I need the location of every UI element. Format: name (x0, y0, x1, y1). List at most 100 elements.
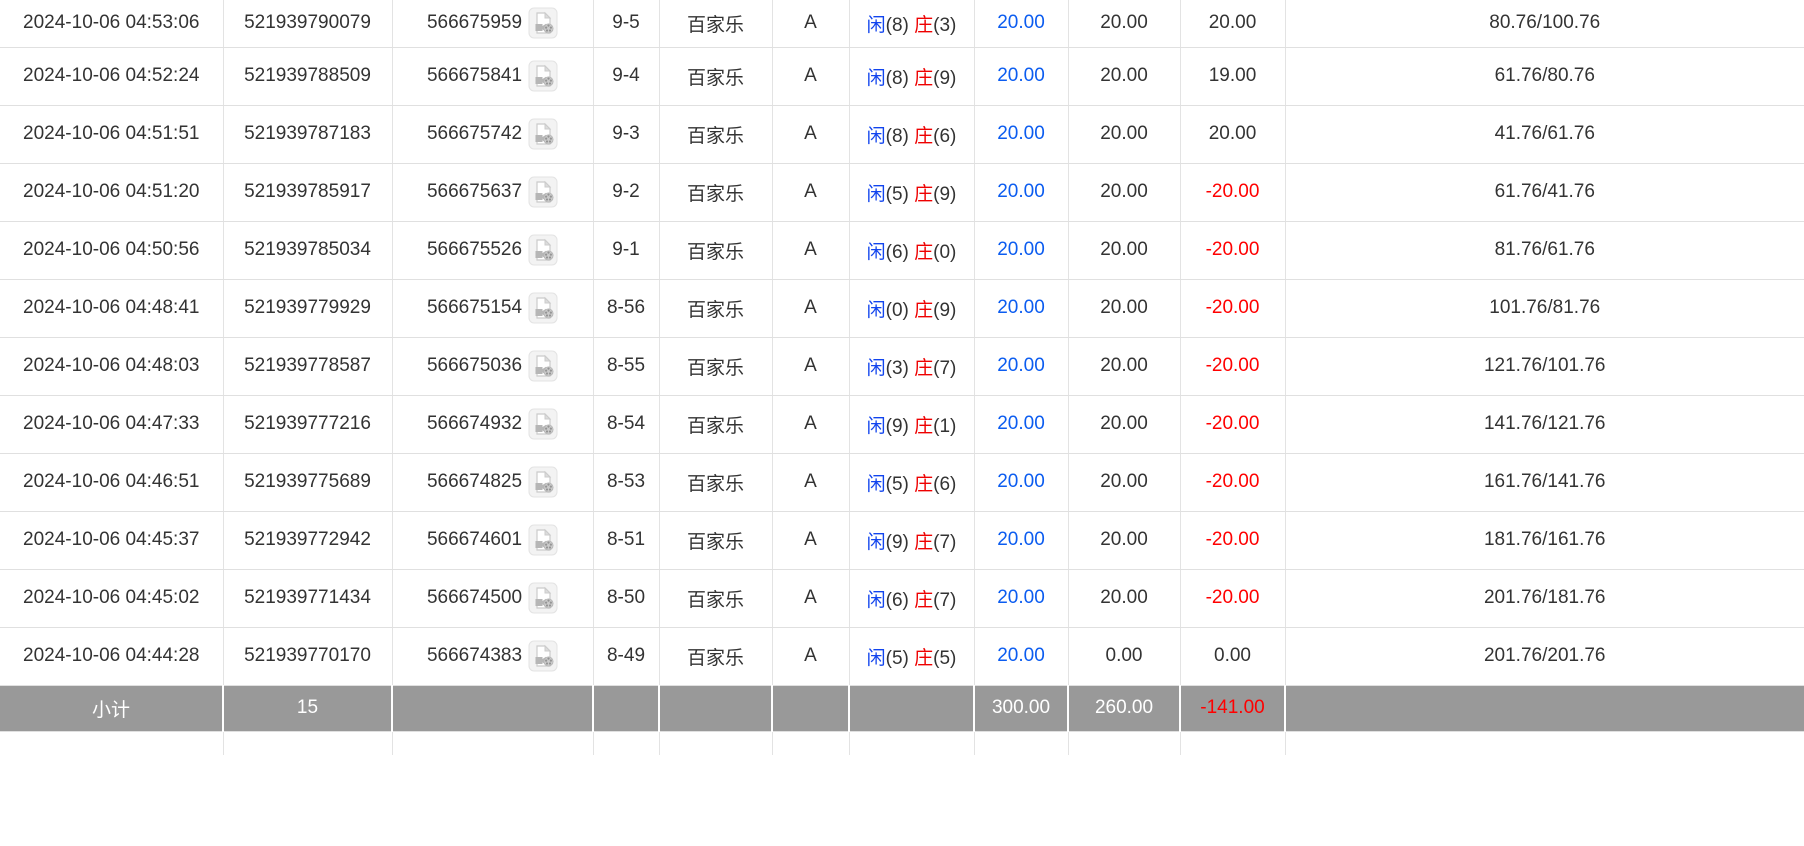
cell-bet-amount: 20.00 (974, 221, 1069, 280)
video-replay-icon[interactable] (528, 408, 558, 440)
cell-shoe-round: 9-5 (593, 0, 660, 48)
video-replay-icon[interactable] (528, 292, 558, 324)
banker-label: 庄 (914, 531, 934, 553)
cell-valid-amount: 20.00 (1068, 47, 1181, 106)
cell-valid-amount: 20.00 (1068, 511, 1181, 570)
tail-cell-game (659, 730, 773, 755)
round-id-text: 566675742 (426, 123, 523, 144)
player-points: (8) (885, 14, 909, 36)
cell-round-id: 566675742 (392, 105, 594, 164)
subtotal-row: 小计 15 300.00 260.00 -141.00 (0, 685, 1804, 731)
cell-table-name: A (772, 47, 850, 106)
player-label: 闲 (866, 473, 886, 495)
cell-bet-amount: 20.00 (974, 47, 1069, 106)
table-row[interactable]: 2024-10-06 04:46:51 521939775689 566674825… (0, 453, 1804, 512)
player-points: (5) (885, 647, 909, 669)
cell-table-name: A (772, 569, 850, 628)
table-row[interactable]: 2024-10-06 04:50:56 521939785034 566675526… (0, 221, 1804, 280)
table-row[interactable]: 2024-10-06 04:44:28 521939770170 566674383… (0, 627, 1804, 686)
cell-balance: 81.76/61.76 (1285, 221, 1804, 280)
table-row[interactable]: 2024-10-06 04:45:02 521939771434 566674500… (0, 569, 1804, 628)
player-points: (8) (885, 67, 909, 89)
tail-cell-bet-id (223, 730, 393, 755)
player-label: 闲 (866, 299, 886, 321)
round-id-text: 566675036 (426, 355, 523, 376)
video-replay-icon[interactable] (528, 582, 558, 614)
table-row[interactable]: 2024-10-06 04:51:20 521939785917 566675637… (0, 163, 1804, 222)
video-replay-icon[interactable] (528, 234, 558, 266)
round-id-text: 566674932 (426, 413, 523, 434)
video-replay-icon[interactable] (528, 466, 558, 498)
cell-win-loss: -20.00 (1180, 511, 1286, 570)
table-row[interactable]: 2024-10-06 04:51:51 521939787183 566675742… (0, 105, 1804, 164)
banker-points: (7) (933, 531, 957, 553)
cell-round-id: 566675526 (392, 221, 594, 280)
subtotal-empty-game (659, 685, 773, 731)
banker-points: (7) (933, 589, 957, 611)
round-id-text: 566675959 (426, 12, 523, 34)
video-replay-icon[interactable] (528, 176, 558, 208)
cell-game-result: 闲(5) 庄(5) (849, 627, 975, 686)
cell-win-loss: -20.00 (1180, 221, 1286, 280)
cell-bet-id: 521939772942 (223, 511, 393, 570)
cell-game-result: 闲(9) 庄(7) (849, 511, 975, 570)
subtotal-empty-shoe (593, 685, 660, 731)
video-replay-icon[interactable] (528, 118, 558, 150)
cell-game-result: 闲(8) 庄(9) (849, 47, 975, 106)
cell-game-name: 百家乐 (659, 627, 773, 686)
cell-bet-amount: 20.00 (974, 163, 1069, 222)
cell-table-name: A (772, 279, 850, 338)
cell-round-id: 566674932 (392, 395, 594, 454)
cell-bet-amount: 20.00 (974, 627, 1069, 686)
cell-shoe-round: 8-56 (593, 279, 660, 338)
cell-round-id: 566675959 (392, 0, 594, 48)
player-label: 闲 (866, 589, 886, 611)
subtotal-empty-table (772, 685, 850, 731)
video-replay-icon[interactable] (528, 60, 558, 92)
tail-cell-winloss (1180, 730, 1286, 755)
cell-shoe-round: 9-2 (593, 163, 660, 222)
cell-table-name: A (772, 0, 850, 48)
banker-points: (0) (933, 241, 957, 263)
cell-bet-time: 2024-10-06 04:45:37 (0, 511, 224, 570)
video-replay-icon[interactable] (528, 640, 558, 672)
banker-points: (9) (933, 299, 957, 321)
banker-points: (6) (933, 125, 957, 147)
video-replay-icon[interactable] (528, 524, 558, 556)
cell-win-loss: 19.00 (1180, 47, 1286, 106)
cell-valid-amount: 20.00 (1068, 163, 1181, 222)
video-replay-icon[interactable] (528, 7, 558, 39)
cell-table-name: A (772, 453, 850, 512)
table-row[interactable]: 2024-10-06 04:48:03 521939778587 566675036… (0, 337, 1804, 396)
cell-valid-amount: 20.00 (1068, 0, 1181, 48)
subtotal-empty-round (392, 685, 594, 731)
cell-round-id: 566675841 (392, 47, 594, 106)
cell-table-name: A (772, 221, 850, 280)
subtotal-empty-balance (1285, 685, 1804, 731)
subtotal-valid-amount: 260.00 (1068, 685, 1181, 731)
cell-bet-id: 521939790079 (223, 0, 393, 48)
table-row[interactable]: 2024-10-06 04:53:06 521939790079 566675959… (0, 0, 1804, 48)
player-points: (8) (885, 125, 909, 147)
banker-label: 庄 (914, 647, 934, 669)
bet-history-body: 2024-10-06 04:53:06 521939790079 566675959… (0, 0, 1804, 755)
cell-bet-time: 2024-10-06 04:48:41 (0, 279, 224, 338)
table-row[interactable]: 2024-10-06 04:52:24 521939788509 566675841… (0, 47, 1804, 106)
cell-balance: 61.76/41.76 (1285, 163, 1804, 222)
cell-game-result: 闲(6) 庄(0) (849, 221, 975, 280)
table-row[interactable]: 2024-10-06 04:47:33 521939777216 566674932… (0, 395, 1804, 454)
tail-cell-table (772, 730, 850, 755)
banker-points: (3) (933, 14, 957, 36)
cell-shoe-round: 9-1 (593, 221, 660, 280)
player-points: (5) (885, 473, 909, 495)
table-row[interactable]: 2024-10-06 04:45:37 521939772942 566674601… (0, 511, 1804, 570)
banker-points: (5) (933, 647, 957, 669)
banker-label: 庄 (914, 473, 934, 495)
cell-shoe-round: 8-55 (593, 337, 660, 396)
cell-game-result: 闲(5) 庄(6) (849, 453, 975, 512)
cell-game-result: 闲(5) 庄(9) (849, 163, 975, 222)
video-replay-icon[interactable] (528, 350, 558, 382)
banker-label: 庄 (914, 299, 934, 321)
table-row[interactable]: 2024-10-06 04:48:41 521939779929 566675154… (0, 279, 1804, 338)
cell-bet-amount: 20.00 (974, 0, 1069, 48)
